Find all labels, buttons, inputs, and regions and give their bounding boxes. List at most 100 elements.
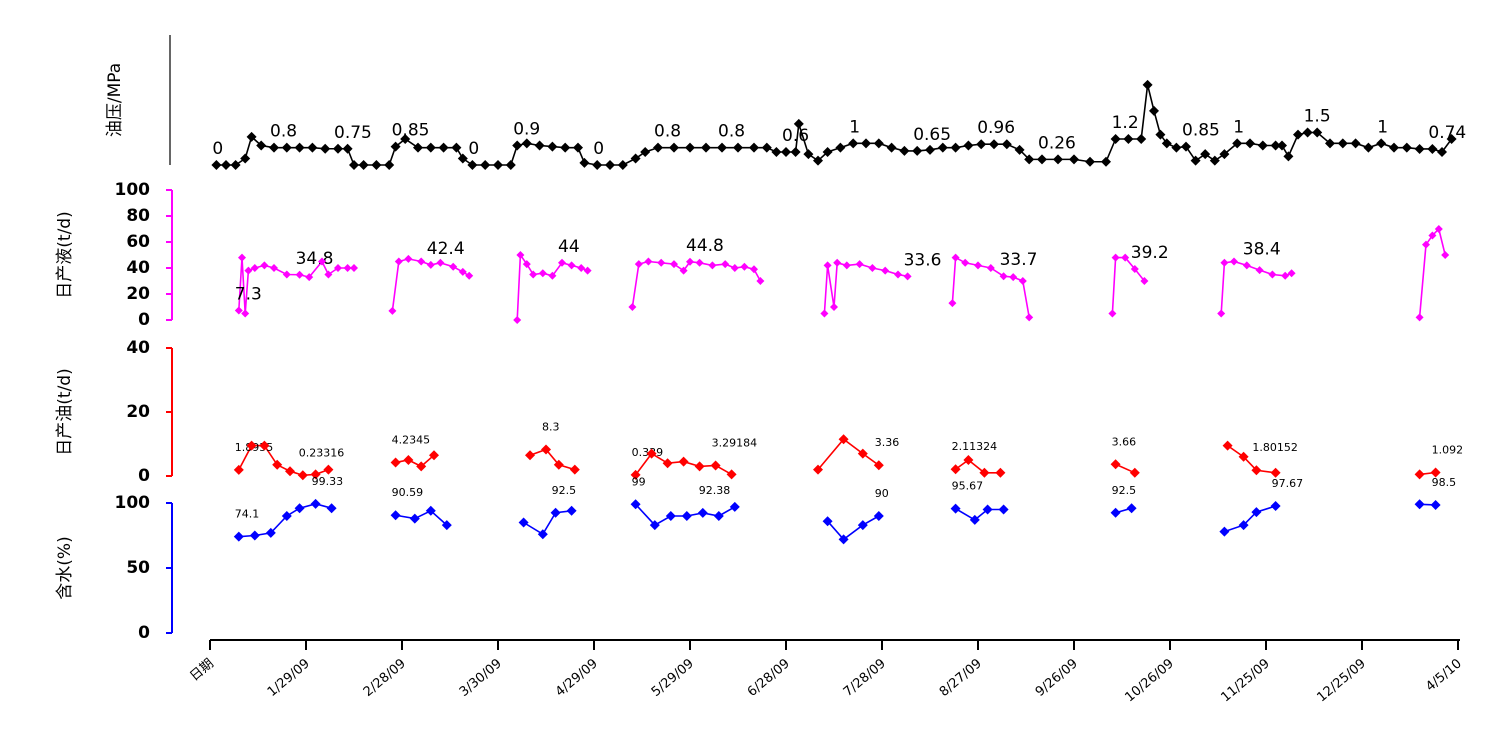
point-marker xyxy=(342,143,353,154)
point-marker xyxy=(567,261,576,270)
point-marker xyxy=(534,140,545,151)
x-tick-label: 12/25/09 xyxy=(1314,656,1368,705)
data-label: 3.29184 xyxy=(712,436,758,449)
point-marker xyxy=(583,266,592,275)
point-marker xyxy=(833,258,842,267)
point-marker xyxy=(1149,105,1159,116)
point-marker xyxy=(403,455,414,465)
data-label: 92.5 xyxy=(1112,484,1137,497)
point-marker xyxy=(857,520,868,531)
point-marker xyxy=(1155,129,1166,140)
point-marker xyxy=(425,142,436,153)
point-marker xyxy=(989,139,999,150)
point-marker xyxy=(822,147,833,157)
y-tick-label: 80 xyxy=(126,206,150,226)
point-marker xyxy=(260,261,269,270)
point-marker xyxy=(1037,154,1047,165)
data-label: 99 xyxy=(632,475,646,488)
data-label: 95.67 xyxy=(952,480,984,493)
x-tick-label: 3/30/09 xyxy=(457,656,505,700)
point-marker xyxy=(628,303,637,311)
data-label: 0.85 xyxy=(392,121,430,141)
point-marker xyxy=(903,272,912,281)
point-marker xyxy=(416,461,427,472)
point-marker xyxy=(969,514,980,525)
point-marker xyxy=(1222,440,1233,451)
point-marker xyxy=(234,306,243,315)
data-label: 90.59 xyxy=(392,486,424,499)
data-label: 3.66 xyxy=(1112,435,1137,448)
point-marker xyxy=(333,143,343,154)
point-marker xyxy=(269,142,279,153)
point-marker xyxy=(982,504,993,515)
x-tick-label: 8/27/09 xyxy=(937,656,985,700)
point-marker xyxy=(974,261,982,270)
point-marker xyxy=(979,467,990,478)
point-marker xyxy=(246,440,257,451)
point-marker xyxy=(823,261,832,270)
point-marker xyxy=(233,531,244,542)
point-marker xyxy=(1415,313,1424,322)
data-label: 44 xyxy=(558,237,580,257)
x-tick-label: 日期 xyxy=(187,656,217,684)
point-marker xyxy=(417,257,426,266)
point-marker xyxy=(525,450,535,461)
data-label: 0.96 xyxy=(977,118,1015,138)
point-marker xyxy=(899,145,910,156)
data-label: 0 xyxy=(593,139,604,159)
point-marker xyxy=(400,134,411,144)
point-marker xyxy=(740,262,749,271)
point-marker xyxy=(1232,138,1243,149)
point-marker xyxy=(986,264,995,272)
point-marker xyxy=(1200,149,1211,160)
point-marker xyxy=(653,142,663,153)
point-marker xyxy=(793,118,804,129)
point-marker xyxy=(665,511,676,521)
point-marker xyxy=(297,470,308,481)
data-label: 8.3 xyxy=(542,420,560,433)
point-marker xyxy=(1281,271,1290,280)
point-marker xyxy=(1430,499,1441,510)
point-marker xyxy=(835,142,846,153)
point-marker xyxy=(241,309,250,318)
point-marker xyxy=(246,131,257,142)
point-marker xyxy=(1130,265,1139,274)
data-label: 1.092 xyxy=(1432,444,1464,457)
data-label: 1.80152 xyxy=(1252,441,1298,454)
point-marker xyxy=(566,505,577,516)
point-marker xyxy=(1389,142,1399,153)
point-marker xyxy=(838,534,849,545)
point-marker xyxy=(848,138,859,149)
point-marker xyxy=(390,510,401,521)
point-marker xyxy=(465,271,474,280)
point-marker xyxy=(1430,467,1441,478)
point-marker xyxy=(324,270,333,279)
y-axis-title: 日产液(t/d) xyxy=(55,211,75,298)
point-marker xyxy=(822,516,833,527)
data-label: 38.4 xyxy=(1243,239,1281,259)
point-marker xyxy=(605,160,615,170)
data-label: 0.23316 xyxy=(299,446,345,459)
point-marker xyxy=(1337,138,1348,149)
data-label: 1 xyxy=(1233,117,1244,137)
point-marker xyxy=(861,138,871,149)
data-label: 92.38 xyxy=(699,484,731,497)
point-marker xyxy=(388,306,397,315)
point-marker xyxy=(521,138,532,149)
point-marker xyxy=(1219,526,1230,537)
point-marker xyxy=(803,149,814,160)
point-marker xyxy=(649,520,660,531)
data-label: 0.9 xyxy=(513,120,540,140)
point-marker xyxy=(1024,154,1035,165)
data-label: 92.5 xyxy=(552,484,577,497)
data-label: 0 xyxy=(212,139,223,159)
point-marker xyxy=(657,258,666,267)
point-marker xyxy=(963,455,974,465)
point-marker xyxy=(394,257,403,266)
point-marker xyxy=(1238,520,1249,531)
point-marker xyxy=(1287,269,1296,278)
point-marker xyxy=(1123,134,1134,144)
data-label: 34.8 xyxy=(296,249,334,269)
